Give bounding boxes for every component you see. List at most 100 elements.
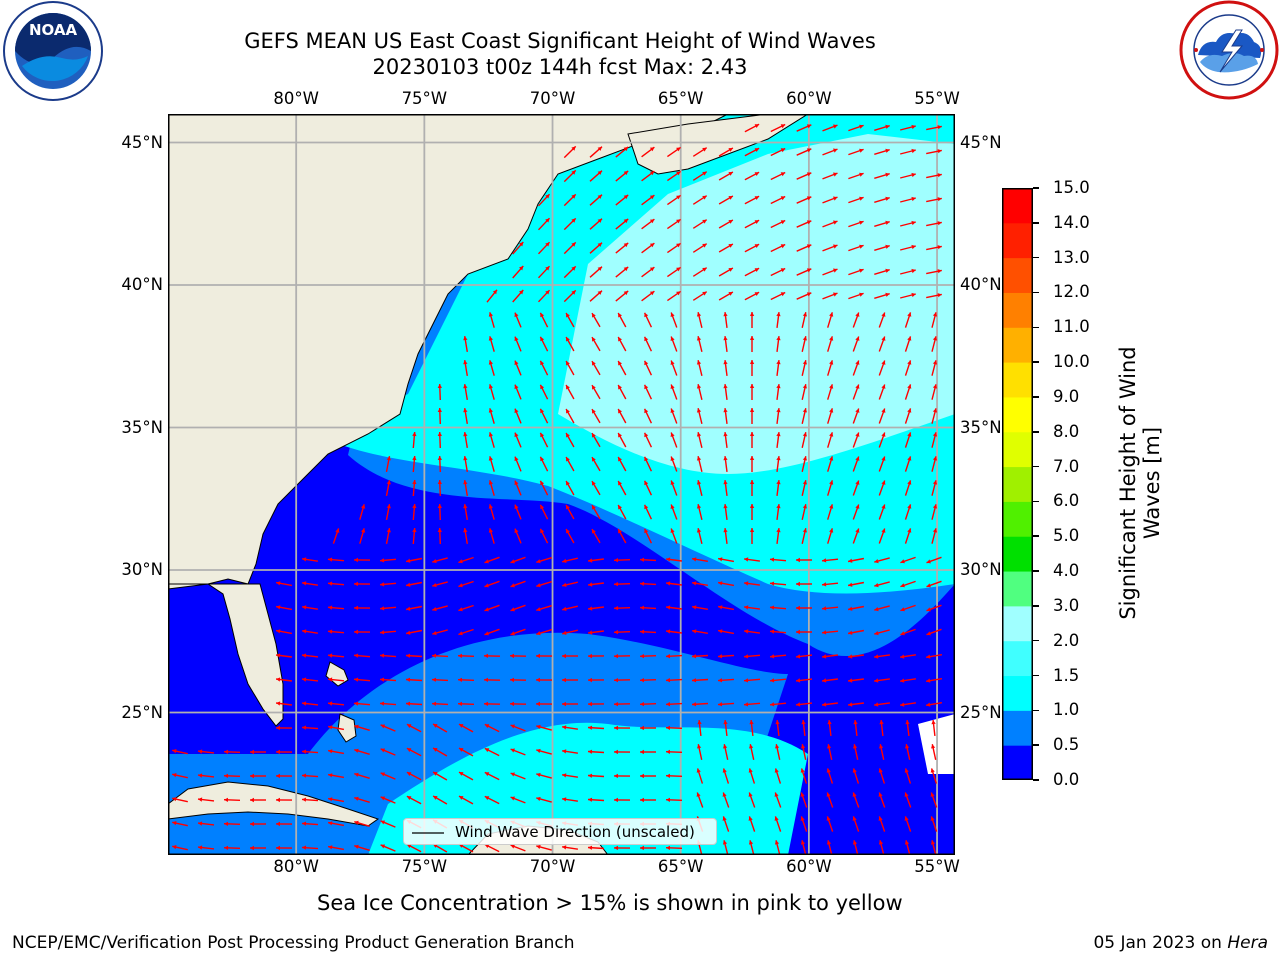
wave-direction-arrowhead — [592, 529, 596, 534]
wave-direction-arrowhead — [749, 312, 755, 316]
colorbar-label-line1: Significant Height of Wind — [1116, 346, 1140, 620]
wave-direction-arrowhead — [597, 266, 602, 271]
wave-direction-arrowhead — [723, 384, 728, 389]
wave-direction-arrowhead — [881, 360, 886, 365]
colorbar-tick-mark — [1033, 779, 1039, 781]
wave-direction-arrowhead — [848, 606, 853, 611]
wave-direction-arrowhead — [853, 720, 858, 725]
wave-direction-arrowhead — [723, 528, 728, 533]
wave-direction-arrowhead — [562, 630, 567, 635]
wave-direction-arrowhead — [433, 724, 438, 728]
wave-direction-arrowhead — [666, 702, 671, 707]
wave-direction-arrowhead — [463, 480, 468, 485]
wave-direction-arrowhead — [198, 773, 203, 778]
wave-direction-arrowhead — [380, 606, 385, 611]
wave-direction-arrowhead — [702, 195, 707, 200]
wave-direction-arrowhead — [354, 557, 358, 563]
wave-direction-arrowhead — [822, 606, 827, 611]
wave-direction-arrowhead — [510, 724, 515, 729]
wave-direction-arrowhead — [806, 124, 812, 129]
wave-direction-arrowhead — [859, 172, 864, 177]
wave-direction-arrowhead — [484, 796, 490, 801]
wave-direction-arrowhead — [776, 384, 781, 389]
wave-direction-arrowhead — [566, 409, 570, 414]
wave-direction-arrowhead — [224, 773, 228, 778]
wave-direction-arrowhead — [566, 313, 570, 318]
wave-direction-arrowhead — [826, 768, 831, 773]
wave-direction-arrowhead — [644, 360, 649, 366]
wave-direction-arrowhead — [881, 408, 886, 413]
wave-direction-arrowhead — [802, 384, 807, 389]
wave-direction-arrowhead — [588, 701, 592, 707]
wave-direction-arrowhead — [749, 360, 755, 364]
wave-direction-arrowhead — [536, 631, 541, 636]
chart-title: GEFS MEAN US East Coast Significant Heig… — [244, 29, 876, 53]
wave-direction-arrowhead — [696, 456, 702, 461]
wave-direction-arrowhead — [588, 630, 593, 635]
lat-tick-right: 30°N — [960, 560, 1002, 579]
wave-direction-arrowhead — [723, 360, 728, 365]
wave-direction-arrowhead — [484, 631, 489, 636]
wave-direction-arrowhead — [519, 266, 524, 271]
wave-direction-arrowhead — [562, 558, 567, 563]
wave-direction-arrowhead — [302, 677, 307, 682]
wave-direction-arrowhead — [649, 195, 655, 200]
wave-direction-arrowhead — [354, 677, 359, 682]
wave-direction-arrowhead — [802, 360, 807, 365]
wave-direction-arrowhead — [614, 630, 618, 635]
wave-direction-arrowhead — [437, 384, 442, 388]
wave-direction-arrowhead — [676, 243, 681, 248]
map-frame — [168, 114, 955, 855]
wave-direction-arrowhead — [597, 146, 602, 151]
wave-direction-arrowhead — [276, 605, 281, 610]
wave-direction-arrowhead — [855, 408, 860, 413]
lon-tick-bottom: 60°W — [786, 857, 832, 876]
wave-direction-arrowhead — [806, 244, 812, 249]
colorbar-tick-label: 9.0 — [1053, 386, 1080, 406]
wave-direction-arrowhead — [874, 559, 879, 564]
wave-direction-arrowhead — [614, 797, 618, 803]
wave-direction-arrowhead — [770, 557, 775, 562]
wave-direction-arrowhead — [749, 336, 755, 340]
wave-direction-arrowhead — [172, 845, 177, 850]
wave-direction-arrowhead — [644, 312, 649, 318]
wave-direction-arrowhead — [432, 559, 437, 564]
sea-ice-caption: Sea Ice Concentration > 15% is shown in … — [317, 891, 903, 915]
wave-direction-arrowhead — [432, 631, 437, 636]
wave-direction-arrowhead — [855, 528, 860, 533]
colorbar-tick-label: 10.0 — [1053, 352, 1090, 372]
noaa-logo: NOAA — [2, 0, 104, 102]
wave-direction-arrowhead — [618, 409, 622, 414]
footer-date-text: 05 Jan 2023 on — [1093, 933, 1228, 953]
wave-direction-arrowhead — [723, 744, 728, 749]
zone-2.0m — [558, 134, 955, 474]
wave-direction-arrowhead — [670, 384, 675, 389]
wave-direction-arrowhead — [597, 242, 602, 247]
wave-direction-arrowhead — [536, 559, 541, 564]
wave-direction-arrowhead — [696, 384, 702, 389]
wave-direction-arrowhead — [463, 360, 468, 365]
wave-direction-arrowhead — [749, 504, 755, 508]
wave-direction-arrowhead — [354, 844, 359, 849]
wave-direction-arrowhead — [932, 456, 938, 461]
wave-direction-arrowhead — [484, 701, 488, 706]
wave-direction-arrowhead — [859, 220, 864, 225]
wave-direction-arrowhead — [488, 384, 493, 389]
wave-direction-arrowhead — [826, 840, 832, 845]
wave-direction-arrowhead — [412, 480, 417, 485]
wave-direction-arrowhead — [702, 291, 707, 296]
colorbar-tick-label: 1.0 — [1053, 700, 1080, 720]
wave-direction-arrowhead — [354, 701, 359, 706]
wave-direction-arrowhead — [853, 744, 858, 749]
wave-direction-arrowhead — [458, 653, 462, 658]
wave-direction-arrowhead — [562, 797, 567, 802]
wave-direction-arrowhead — [718, 629, 723, 634]
wave-direction-arrowhead — [859, 124, 864, 129]
wave-direction-arrowhead — [852, 792, 857, 797]
wave-direction-arrowhead — [592, 313, 596, 318]
wave-direction-arrowhead — [488, 504, 493, 509]
wave-direction-arrowhead — [692, 557, 697, 562]
wave-direction-arrowhead — [623, 194, 629, 200]
wave-direction-arrowhead — [562, 582, 567, 587]
wave-direction-arrowhead — [770, 654, 775, 659]
